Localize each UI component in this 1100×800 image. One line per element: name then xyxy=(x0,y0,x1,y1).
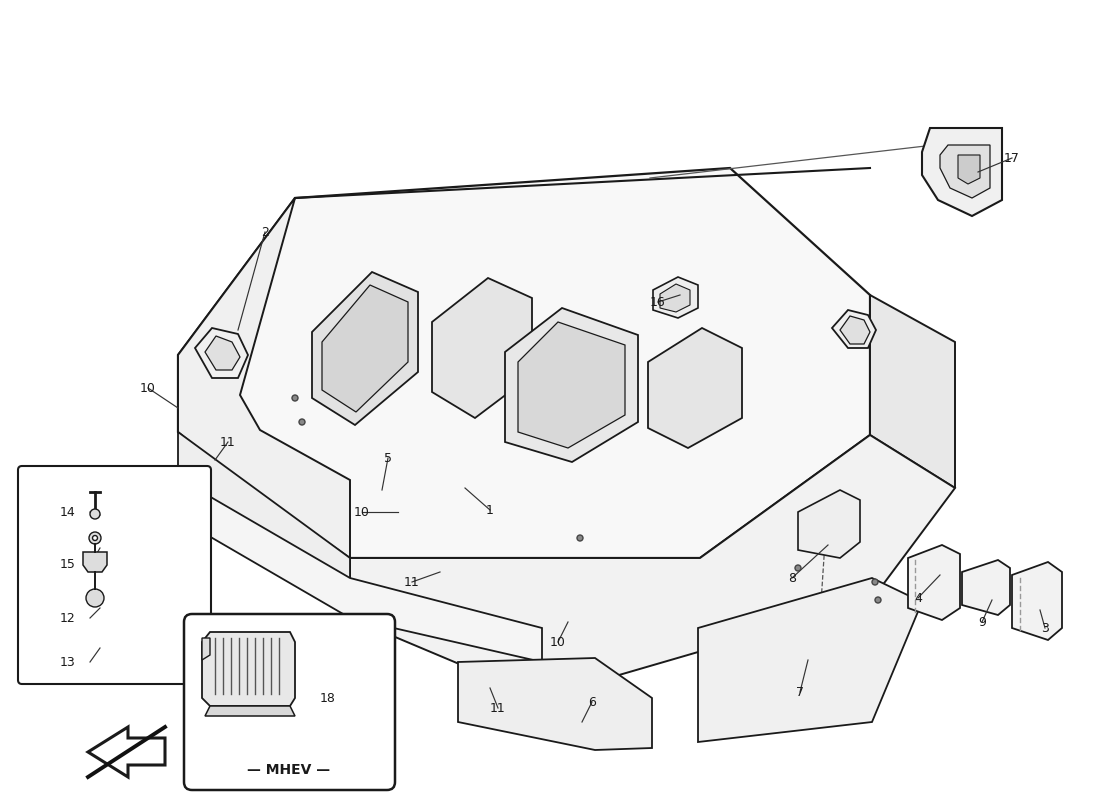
Text: 5: 5 xyxy=(384,451,392,465)
Text: 15: 15 xyxy=(60,558,76,571)
FancyBboxPatch shape xyxy=(184,614,395,790)
Text: 18: 18 xyxy=(320,691,336,705)
Text: 10: 10 xyxy=(140,382,156,394)
Polygon shape xyxy=(518,322,625,448)
Text: eurospares: eurospares xyxy=(307,250,813,610)
Text: 10: 10 xyxy=(550,635,565,649)
Text: 16: 16 xyxy=(650,295,666,309)
Text: 11: 11 xyxy=(404,575,420,589)
Circle shape xyxy=(89,532,101,544)
Circle shape xyxy=(578,535,583,541)
Text: 4: 4 xyxy=(914,591,922,605)
Text: 10: 10 xyxy=(354,506,370,518)
Polygon shape xyxy=(82,552,107,572)
Circle shape xyxy=(292,395,298,401)
Text: 8: 8 xyxy=(788,571,796,585)
Polygon shape xyxy=(202,632,295,706)
Text: 9: 9 xyxy=(978,615,986,629)
Polygon shape xyxy=(940,145,990,198)
Polygon shape xyxy=(432,278,532,418)
Circle shape xyxy=(90,509,100,519)
Polygon shape xyxy=(178,432,350,618)
Text: 2: 2 xyxy=(261,226,268,238)
Polygon shape xyxy=(178,198,350,558)
Polygon shape xyxy=(88,727,165,777)
Circle shape xyxy=(795,565,801,571)
Text: 7: 7 xyxy=(796,686,804,698)
Polygon shape xyxy=(648,328,742,448)
Polygon shape xyxy=(870,295,955,488)
Polygon shape xyxy=(312,272,418,425)
Polygon shape xyxy=(458,658,652,750)
Polygon shape xyxy=(1012,562,1062,640)
Polygon shape xyxy=(505,308,638,462)
Text: 1: 1 xyxy=(486,503,494,517)
Text: 6: 6 xyxy=(588,695,596,709)
Polygon shape xyxy=(962,560,1010,615)
Circle shape xyxy=(92,535,98,541)
Text: 12: 12 xyxy=(60,611,76,625)
Circle shape xyxy=(86,589,104,607)
Polygon shape xyxy=(350,435,955,698)
FancyBboxPatch shape xyxy=(18,466,211,684)
Text: — MHEV —: — MHEV — xyxy=(248,763,331,777)
Text: 11: 11 xyxy=(491,702,506,714)
Text: 17: 17 xyxy=(1004,151,1020,165)
Polygon shape xyxy=(660,284,690,312)
Polygon shape xyxy=(653,277,698,318)
Polygon shape xyxy=(798,490,860,558)
Polygon shape xyxy=(322,285,408,412)
Text: 3: 3 xyxy=(1041,622,1049,634)
Text: automotive parts: automotive parts xyxy=(320,414,660,646)
Polygon shape xyxy=(832,310,876,348)
Circle shape xyxy=(874,597,881,603)
Polygon shape xyxy=(205,706,295,716)
Text: 11: 11 xyxy=(220,435,235,449)
Polygon shape xyxy=(922,128,1002,216)
Polygon shape xyxy=(958,155,980,184)
Polygon shape xyxy=(202,492,542,662)
Text: 14: 14 xyxy=(60,506,76,518)
Polygon shape xyxy=(698,578,922,742)
Text: since 1985: since 1985 xyxy=(448,218,872,522)
Text: 13: 13 xyxy=(60,655,76,669)
Polygon shape xyxy=(908,545,960,620)
Circle shape xyxy=(872,579,878,585)
Polygon shape xyxy=(202,638,210,660)
Polygon shape xyxy=(195,328,248,378)
Circle shape xyxy=(299,419,305,425)
Polygon shape xyxy=(205,336,240,370)
Polygon shape xyxy=(840,316,870,344)
Polygon shape xyxy=(178,168,870,558)
Text: passion for: passion for xyxy=(414,376,706,584)
